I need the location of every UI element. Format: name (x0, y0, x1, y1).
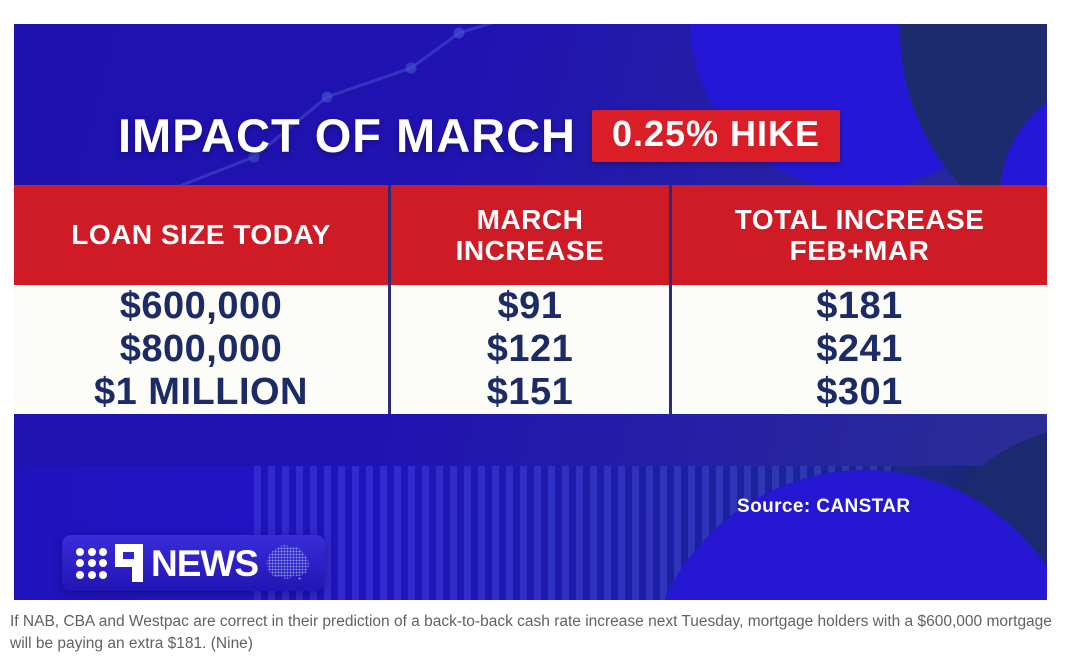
loan-impact-table: LOAN SIZE TODAY MARCH INCREASE TOTAL INC… (14, 185, 1047, 414)
cell-march-increase: $121 (388, 328, 672, 371)
nine-news-logo: NEWS (62, 535, 325, 591)
nine-dots-icon (76, 547, 107, 579)
cell-loan-size: $600,000 (14, 285, 388, 328)
news-graphic-panel: IMPACT OF MARCH 0.25% HIKE LOAN SIZE TOD… (14, 24, 1047, 600)
cell-loan-size: $800,000 (14, 328, 388, 371)
cell-total-increase: $301 (672, 371, 1047, 414)
hike-badge: 0.25% HIKE (591, 109, 841, 162)
figure-caption: If NAB, CBA and Westpac are correct in t… (10, 613, 1052, 652)
cell-total-increase: $181 (672, 285, 1047, 328)
cell-loan-size: $1 MILLION (14, 371, 388, 414)
nine-number-icon (115, 544, 143, 582)
cell-march-increase: $91 (388, 285, 672, 328)
cell-march-increase: $151 (388, 371, 672, 414)
australia-map-icon (266, 545, 309, 580)
header-cell-loan-size: LOAN SIZE TODAY (14, 185, 388, 285)
header-cell-march-increase: MARCH INCREASE (388, 185, 672, 285)
graphic-title: IMPACT OF MARCH (118, 109, 576, 162)
source-attribution: Source: CANSTAR (737, 496, 911, 517)
headline-row: IMPACT OF MARCH 0.25% HIKE (118, 108, 841, 163)
news-wordmark: NEWS (151, 542, 259, 584)
header-cell-total-increase: TOTAL INCREASE FEB+MAR (672, 185, 1047, 285)
cell-total-increase: $241 (672, 328, 1047, 371)
